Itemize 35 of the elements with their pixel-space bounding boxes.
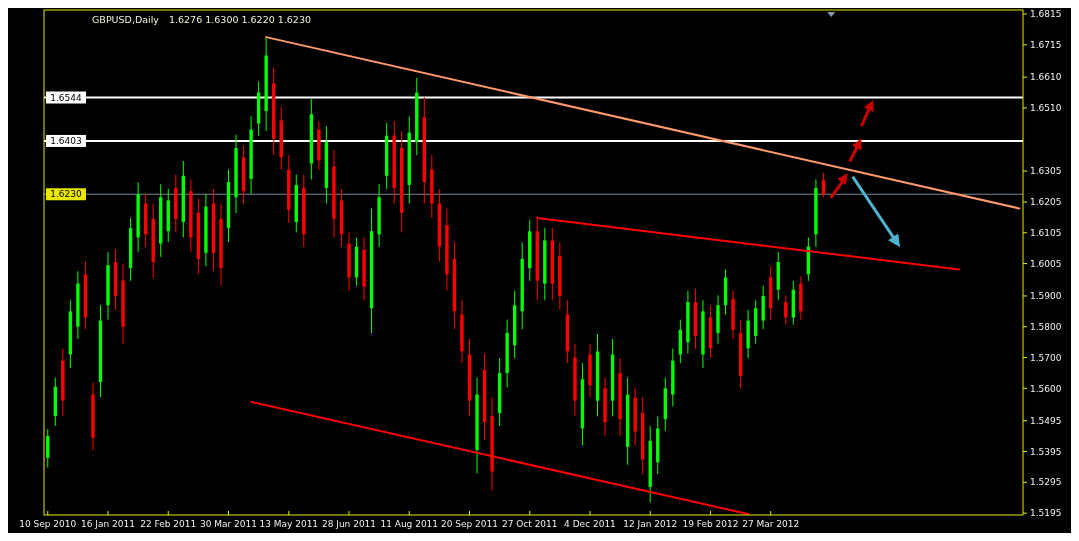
ref-line-label: 1.6544 bbox=[50, 92, 83, 103]
y-tick-label: 1.5800 bbox=[1030, 321, 1062, 332]
x-tick-label: 22 Feb 2011 bbox=[140, 519, 197, 529]
x-tick-label: 20 Sep 2011 bbox=[440, 519, 499, 529]
y-tick-label: 1.5195 bbox=[1030, 508, 1062, 519]
x-tick-label: 27 Mar 2012 bbox=[742, 519, 800, 529]
x-tick-label: 27 Oct 2011 bbox=[501, 519, 558, 529]
y-tick-label: 1.5295 bbox=[1030, 477, 1062, 488]
x-tick-label: 11 Aug 2011 bbox=[380, 519, 439, 529]
y-tick-label: 1.5495 bbox=[1030, 415, 1062, 426]
x-tick-label: 4 Dec 2011 bbox=[564, 519, 616, 529]
candlestick bbox=[46, 428, 50, 469]
x-tick-label: 10 Sep 2010 bbox=[19, 519, 77, 529]
ref-line-label: 1.6403 bbox=[50, 136, 82, 147]
y-tick-label: 1.6715 bbox=[1030, 39, 1062, 50]
x-tick-label: 12 Jan 2012 bbox=[623, 519, 678, 529]
y-tick-label: 1.6205 bbox=[1030, 197, 1062, 208]
ref-line-label: 1.6230 bbox=[50, 189, 83, 200]
y-tick-label: 1.6610 bbox=[1030, 72, 1062, 83]
y-tick-label: 1.5900 bbox=[1030, 291, 1062, 302]
y-tick-label: 1.6815 bbox=[1030, 9, 1062, 20]
chart-subtitle: 1.6276 1.6300 1.6220 1.6230 bbox=[168, 14, 311, 25]
y-tick-label: 1.6305 bbox=[1030, 166, 1062, 177]
x-tick-label: 28 Jun 2011 bbox=[321, 519, 377, 529]
y-tick-label: 1.5700 bbox=[1030, 352, 1062, 363]
y-tick-label: 1.6510 bbox=[1030, 103, 1062, 114]
chart-title: GBPUSD,Daily bbox=[92, 14, 159, 25]
y-tick-label: 1.6105 bbox=[1030, 227, 1062, 238]
y-tick-label: 1.5600 bbox=[1030, 383, 1062, 394]
x-tick-label: 19 Feb 2012 bbox=[682, 519, 739, 529]
x-tick-label: 16 Jan 2011 bbox=[81, 519, 135, 529]
y-tick-label: 1.6005 bbox=[1030, 258, 1062, 269]
y-tick-label: 1.5395 bbox=[1030, 446, 1062, 457]
x-tick-label: 30 Mar 2011 bbox=[199, 519, 258, 529]
x-tick-label: 13 May 2011 bbox=[259, 519, 319, 529]
